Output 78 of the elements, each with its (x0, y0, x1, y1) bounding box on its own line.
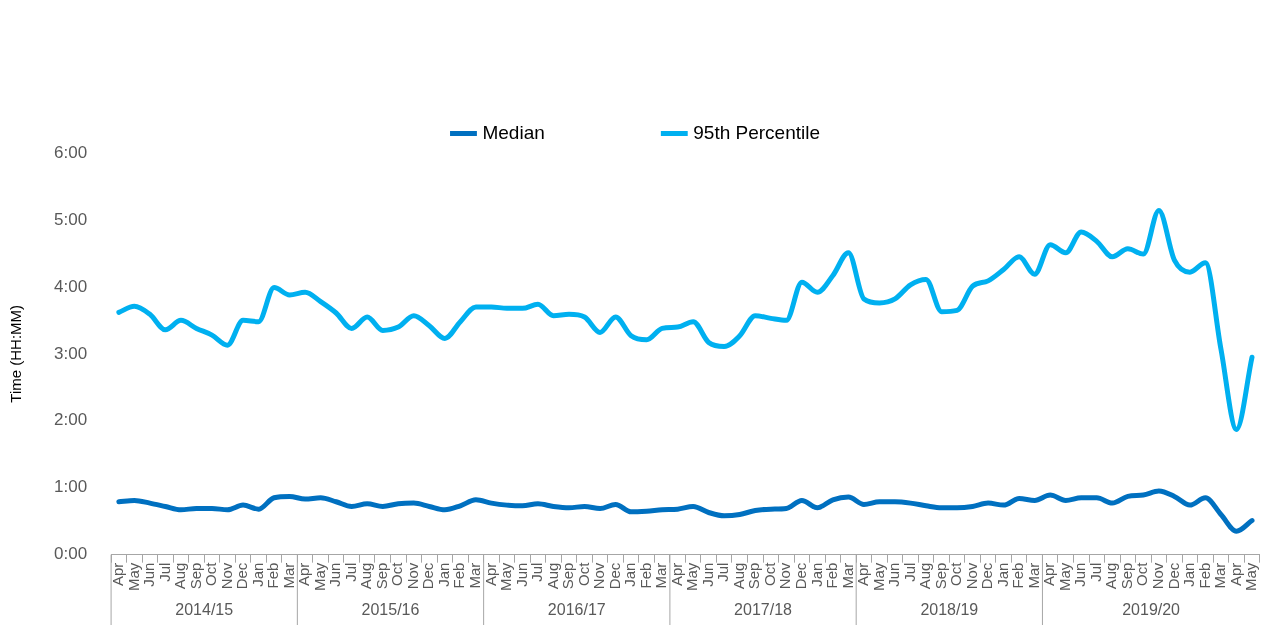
x-tick-label: Jul (900, 562, 918, 582)
x-tick-label: Nov (217, 562, 235, 590)
x-tick-label: Dec (791, 562, 809, 590)
x-tick-label: Oct (574, 561, 592, 587)
x-tick-label: Feb (823, 562, 841, 589)
x-tick-label: Jan (434, 562, 452, 587)
x-tick-label: Apr (108, 562, 126, 587)
x-tick-label: Oct (760, 561, 778, 587)
x-tick-label: Dec (419, 562, 437, 590)
y-tick-label: 4:00 (53, 276, 88, 296)
x-tick-label: Jul (714, 562, 732, 582)
x-tick-label: Dec (233, 562, 251, 590)
x-tick-label: Nov (962, 562, 980, 590)
x-tick-label: May (124, 562, 142, 592)
y-tick-label: 1:00 (53, 477, 88, 497)
x-tick-label: Feb (1195, 562, 1213, 589)
x-tick-label: Feb (264, 562, 282, 589)
x-tick-label: Nov (590, 562, 608, 590)
y-tick-label: 3:00 (53, 343, 88, 363)
x-tick-label: Jan (807, 562, 825, 587)
text: 2019/20 (1122, 601, 1181, 619)
y-axis-title: Time (HH:MM) (7, 304, 25, 403)
x-tick-label: Oct (947, 561, 965, 587)
x-tick-label: Apr (667, 562, 685, 587)
x-tick-label: Jul (528, 562, 546, 582)
x-tick-label: Aug (729, 562, 747, 590)
x-tick-label: Apr (1226, 562, 1244, 587)
x-tick-label: Feb (450, 562, 468, 589)
text: 2014/15 (175, 601, 234, 619)
x-tick-label: Aug (543, 562, 561, 590)
x-tick-label: Feb (1009, 562, 1027, 589)
x-tick-label: Mar (652, 562, 670, 589)
x-tick-label: Aug (357, 562, 375, 590)
x-tick-label: Oct (388, 561, 406, 587)
x-tick-label: May (1242, 562, 1260, 592)
x-tick-label: Aug (1102, 562, 1120, 590)
text: 2016/17 (547, 601, 606, 619)
text: 2015/16 (361, 601, 420, 619)
x-tick-label: Jan (248, 562, 266, 587)
x-tick-label: Mar (279, 562, 297, 589)
x-tick-label: Mar (1211, 562, 1229, 589)
x-tick-label: Dec (605, 562, 623, 590)
x-tick-label: May (310, 562, 328, 592)
x-tick-label: Apr (854, 562, 872, 587)
x-tick-label: Dec (978, 562, 996, 590)
text: 2018/19 (920, 601, 979, 619)
x-tick-label: Jul (1086, 562, 1104, 582)
x-tick-label: May (1055, 562, 1073, 592)
text: 2017/18 (734, 601, 793, 619)
x-tick-label: Nov (403, 562, 421, 590)
x-tick-label: Jul (155, 562, 173, 582)
x-tick-label: Dec (1164, 562, 1182, 590)
legend-label: 95th Percentile (693, 121, 821, 143)
x-tick-label: Apr (481, 562, 499, 587)
x-tick-label: May (869, 562, 887, 592)
y-tick-label: 0:00 (53, 544, 88, 564)
y-tick-label: 6:00 (53, 142, 88, 162)
x-tick-label: Feb (636, 562, 654, 589)
x-tick-label: Mar (838, 562, 856, 589)
x-tick-label: Oct (1133, 561, 1151, 587)
x-tick-label: Aug (916, 562, 934, 590)
y-tick-label: 5:00 (53, 209, 88, 229)
x-tick-label: Oct (202, 561, 220, 587)
x-tick-label: Mar (466, 562, 484, 589)
x-tick-label: Jan (993, 562, 1011, 587)
x-tick-label: May (497, 562, 515, 592)
legend-label: Median (482, 121, 545, 143)
x-tick-label: Jan (1180, 562, 1198, 587)
x-tick-label: Nov (776, 562, 794, 590)
x-tick-label: Mar (1024, 562, 1042, 589)
x-tick-label: Aug (171, 562, 189, 590)
x-tick-label: Apr (295, 562, 313, 587)
x-tick-label: Nov (1149, 562, 1166, 590)
x-tick-label: Jan (621, 562, 639, 587)
y-tick-label: 2:00 (53, 410, 88, 430)
x-tick-label: Apr (1040, 562, 1058, 587)
x-tick-label: Jul (341, 562, 359, 582)
x-tick-label: May (683, 562, 701, 592)
